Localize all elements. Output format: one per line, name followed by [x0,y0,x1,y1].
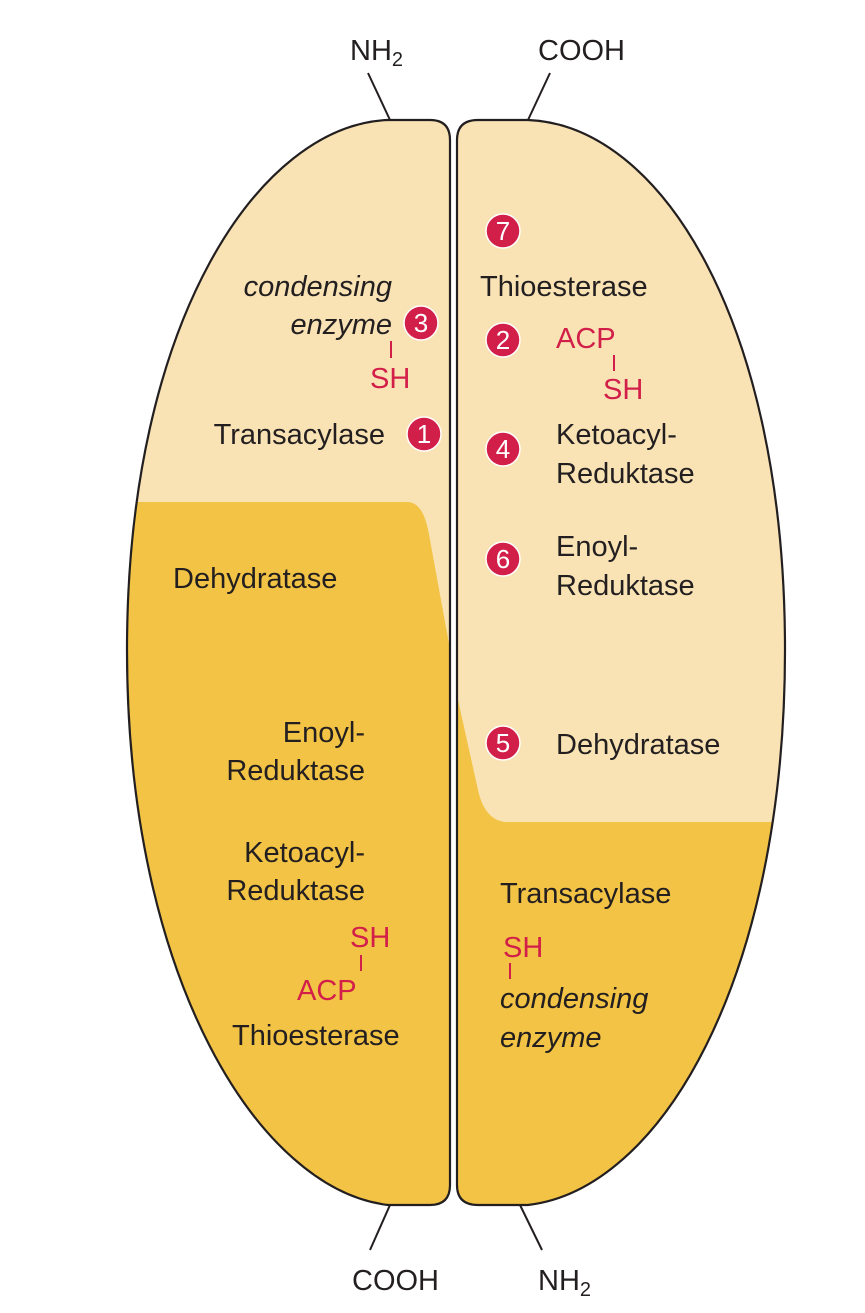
left-condensing-enzyme-line2: enzyme [290,309,392,341]
left-ketoacyl-reduktase-line1: Ketoacyl- [244,837,365,869]
terminal-lines [367,72,551,1251]
left-subunit [125,118,452,1207]
right-enoyl-reduktase-line1: Enoyl- [556,531,638,563]
right-subunit [455,118,787,1207]
step-7-marker: 7 [485,213,521,249]
right-thioesterase: Thioesterase [480,271,648,303]
step-6-marker: 6 [485,541,521,577]
step-1-marker: 1 [406,416,442,452]
left-ketoacyl-reduktase-line2: Reduktase [226,875,365,907]
right-subunit-outline [455,118,787,1207]
right-enoyl-reduktase-line2: Reduktase [556,570,695,602]
left-sh-label: SH [370,363,410,395]
left-dark-region [127,502,450,1205]
svg-text:1: 1 [417,419,431,449]
step-2-marker: 2 [485,322,521,358]
left-dehydratase: Dehydratase [173,563,337,595]
step-4-marker: 4 [485,431,521,467]
left-thioesterase: Thioesterase [232,1020,400,1052]
svg-text:7: 7 [496,216,510,246]
bottom-right-terminal: NH2 [538,1265,591,1301]
step-3-marker: 3 [403,305,439,341]
left-condensing-enzyme-line1: condensing [244,271,392,303]
left-subunit-outline [125,118,452,1207]
right-condensing-enzyme-line2: enzyme [500,1022,602,1054]
right-light-region [457,120,785,822]
svg-text:2: 2 [496,325,510,355]
left-enoyl-reduktase-line1: Enoyl- [283,717,365,749]
right-sh-label: SH [603,374,643,406]
svg-text:4: 4 [496,434,510,464]
svg-text:6: 6 [496,544,510,574]
right-condensing-enzyme-line1: condensing [500,983,648,1015]
left-transacylase: Transacylase [214,419,385,451]
step-5-marker: 5 [485,725,521,761]
left-acp-label: ACP [297,975,357,1007]
right-ketoacyl-reduktase-line2: Reduktase [556,458,695,490]
svg-text:3: 3 [414,308,428,338]
left-enoyl-reduktase-line2: Reduktase [226,755,365,787]
right-acp-label: ACP [556,323,616,355]
right-dehydratase: Dehydratase [556,729,720,761]
top-left-terminal: NH2 [350,35,403,71]
right-transacylase: Transacylase [500,878,671,910]
svg-text:5: 5 [496,728,510,758]
top-right-terminal: COOH [538,35,625,67]
bottom-left-terminal: COOH [352,1265,439,1297]
right-ketoacyl-reduktase-line1: Ketoacyl- [556,419,677,451]
left-sh-bottom-label: SH [350,922,390,954]
right-sh-bottom-label: SH [503,932,543,964]
